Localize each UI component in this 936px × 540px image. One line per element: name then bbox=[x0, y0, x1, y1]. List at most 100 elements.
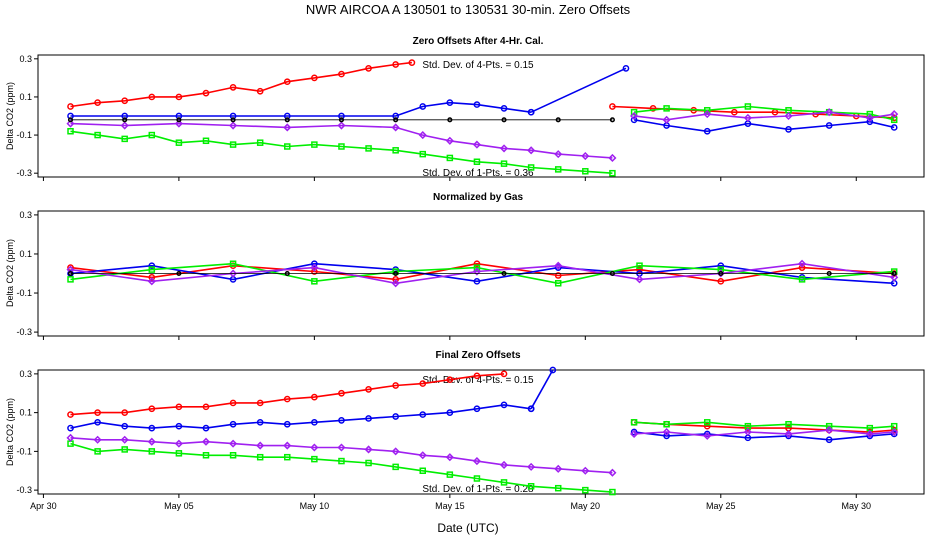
data-point-red bbox=[649, 105, 657, 112]
y-tick-label: -0.3 bbox=[16, 327, 32, 337]
panel-after-4hr-cal: Zero Offsets After 4-Hr. Cal. Delta CO2 … bbox=[5, 36, 925, 179]
data-point-purple bbox=[527, 146, 536, 155]
data-point-purple bbox=[784, 111, 793, 121]
data-point-blue bbox=[419, 103, 427, 110]
series-line-red bbox=[70, 61, 412, 108]
data-point-red bbox=[148, 274, 156, 281]
data-point-purple bbox=[283, 123, 292, 132]
panel-2-plot-area: 0.3 0.1 -0.1 -0.3 Apr 30 May 05 May 10 May 15 Ma… bbox=[16, 366, 899, 511]
data-point-red bbox=[392, 276, 400, 283]
data-point-purple bbox=[472, 457, 481, 466]
y-tick-label: -0.3 bbox=[16, 168, 32, 178]
data-point-red bbox=[446, 376, 454, 384]
data-point-purple bbox=[120, 121, 129, 130]
panel-title: Final Zero Offsets bbox=[435, 350, 520, 361]
data-point-purple bbox=[229, 269, 238, 278]
data-point-purple bbox=[337, 121, 346, 130]
data-point-purple bbox=[310, 443, 319, 452]
x-tick-label: May 20 bbox=[571, 501, 601, 511]
data-point-black bbox=[122, 117, 128, 123]
data-point-red bbox=[473, 372, 481, 380]
data-point-black bbox=[447, 117, 453, 123]
data-point-red bbox=[730, 108, 738, 116]
data-point-blue bbox=[202, 424, 210, 432]
data-point-green bbox=[554, 280, 562, 287]
data-point-red bbox=[175, 403, 183, 411]
data-point-blue bbox=[527, 405, 535, 413]
data-point-purple bbox=[93, 435, 102, 444]
data-point-blue bbox=[419, 411, 427, 418]
data-point-green bbox=[473, 158, 481, 165]
data-point-red bbox=[229, 399, 237, 407]
data-point-green bbox=[446, 471, 454, 478]
data-point-purple bbox=[890, 427, 899, 437]
y-tick-label: -0.1 bbox=[16, 288, 32, 298]
data-point-green bbox=[825, 422, 833, 430]
y-axis-label: Delta CO2 (ppm) bbox=[5, 398, 15, 466]
plot-frame bbox=[37, 54, 925, 178]
data-point-green bbox=[419, 150, 426, 158]
data-point-blue bbox=[148, 262, 156, 270]
data-point-purple bbox=[201, 437, 211, 446]
data-point-red bbox=[408, 59, 416, 66]
data-point-purple bbox=[391, 123, 400, 132]
y-tick-label: 0.3 bbox=[19, 210, 32, 220]
data-point-green bbox=[798, 276, 806, 283]
data-point-blue bbox=[311, 418, 318, 426]
data-point-green bbox=[663, 421, 670, 428]
x-axis-label: Date (UTC) bbox=[437, 521, 498, 535]
series-line-purple bbox=[70, 122, 613, 159]
series-purple bbox=[66, 426, 899, 477]
data-point-purple bbox=[391, 447, 400, 456]
data-point-green bbox=[392, 147, 399, 154]
data-point-green bbox=[744, 103, 752, 110]
data-point-green bbox=[148, 448, 156, 455]
data-point-green bbox=[663, 105, 670, 112]
data-point-purple bbox=[66, 265, 75, 274]
data-point-green bbox=[582, 486, 589, 494]
data-point-red bbox=[94, 99, 101, 107]
data-point-black bbox=[67, 270, 74, 277]
data-point-green bbox=[338, 143, 345, 150]
data-point-blue bbox=[785, 125, 792, 133]
data-point-blue bbox=[630, 116, 638, 124]
data-point-red bbox=[609, 103, 616, 110]
x-tick-label: May 10 bbox=[300, 501, 330, 511]
data-point-purple bbox=[147, 437, 156, 446]
x-tick-label: Apr 30 bbox=[30, 501, 57, 511]
data-point-blue bbox=[825, 122, 833, 129]
data-point-blue bbox=[866, 118, 874, 126]
data-point-purple bbox=[229, 439, 238, 448]
data-point-red bbox=[419, 380, 427, 387]
data-point-blue bbox=[229, 420, 237, 428]
data-point-red bbox=[148, 405, 156, 413]
data-point-red bbox=[175, 93, 183, 101]
data-point-red bbox=[636, 266, 643, 273]
data-point-purple bbox=[865, 429, 874, 438]
data-point-black bbox=[393, 117, 399, 123]
y-tick-label: -0.3 bbox=[16, 485, 32, 495]
data-point-red bbox=[703, 422, 711, 430]
data-point-blue bbox=[890, 124, 898, 131]
data-point-green bbox=[229, 260, 237, 267]
std-dev-1pts-annotation: Std. Dev. of 1-Pts. = 0.36 bbox=[422, 168, 534, 179]
data-point-purple bbox=[310, 263, 319, 272]
data-point-purple bbox=[527, 462, 536, 471]
data-point-black bbox=[501, 270, 507, 277]
data-point-purple bbox=[554, 261, 563, 270]
data-point-green bbox=[554, 484, 562, 492]
data-point-blue bbox=[500, 105, 508, 112]
data-point-red bbox=[256, 87, 264, 95]
data-point-green bbox=[121, 135, 128, 143]
data-point-purple bbox=[229, 121, 238, 130]
data-point-purple bbox=[147, 277, 156, 286]
series-line-green bbox=[634, 421, 895, 429]
data-point-purple bbox=[784, 429, 793, 438]
x-tick-label: May 05 bbox=[164, 501, 194, 511]
data-point-red bbox=[256, 399, 264, 407]
data-point-purple bbox=[283, 441, 292, 450]
series-line-purple bbox=[634, 429, 895, 437]
x-tick-label: May 30 bbox=[842, 501, 872, 511]
data-point-green bbox=[338, 457, 345, 465]
